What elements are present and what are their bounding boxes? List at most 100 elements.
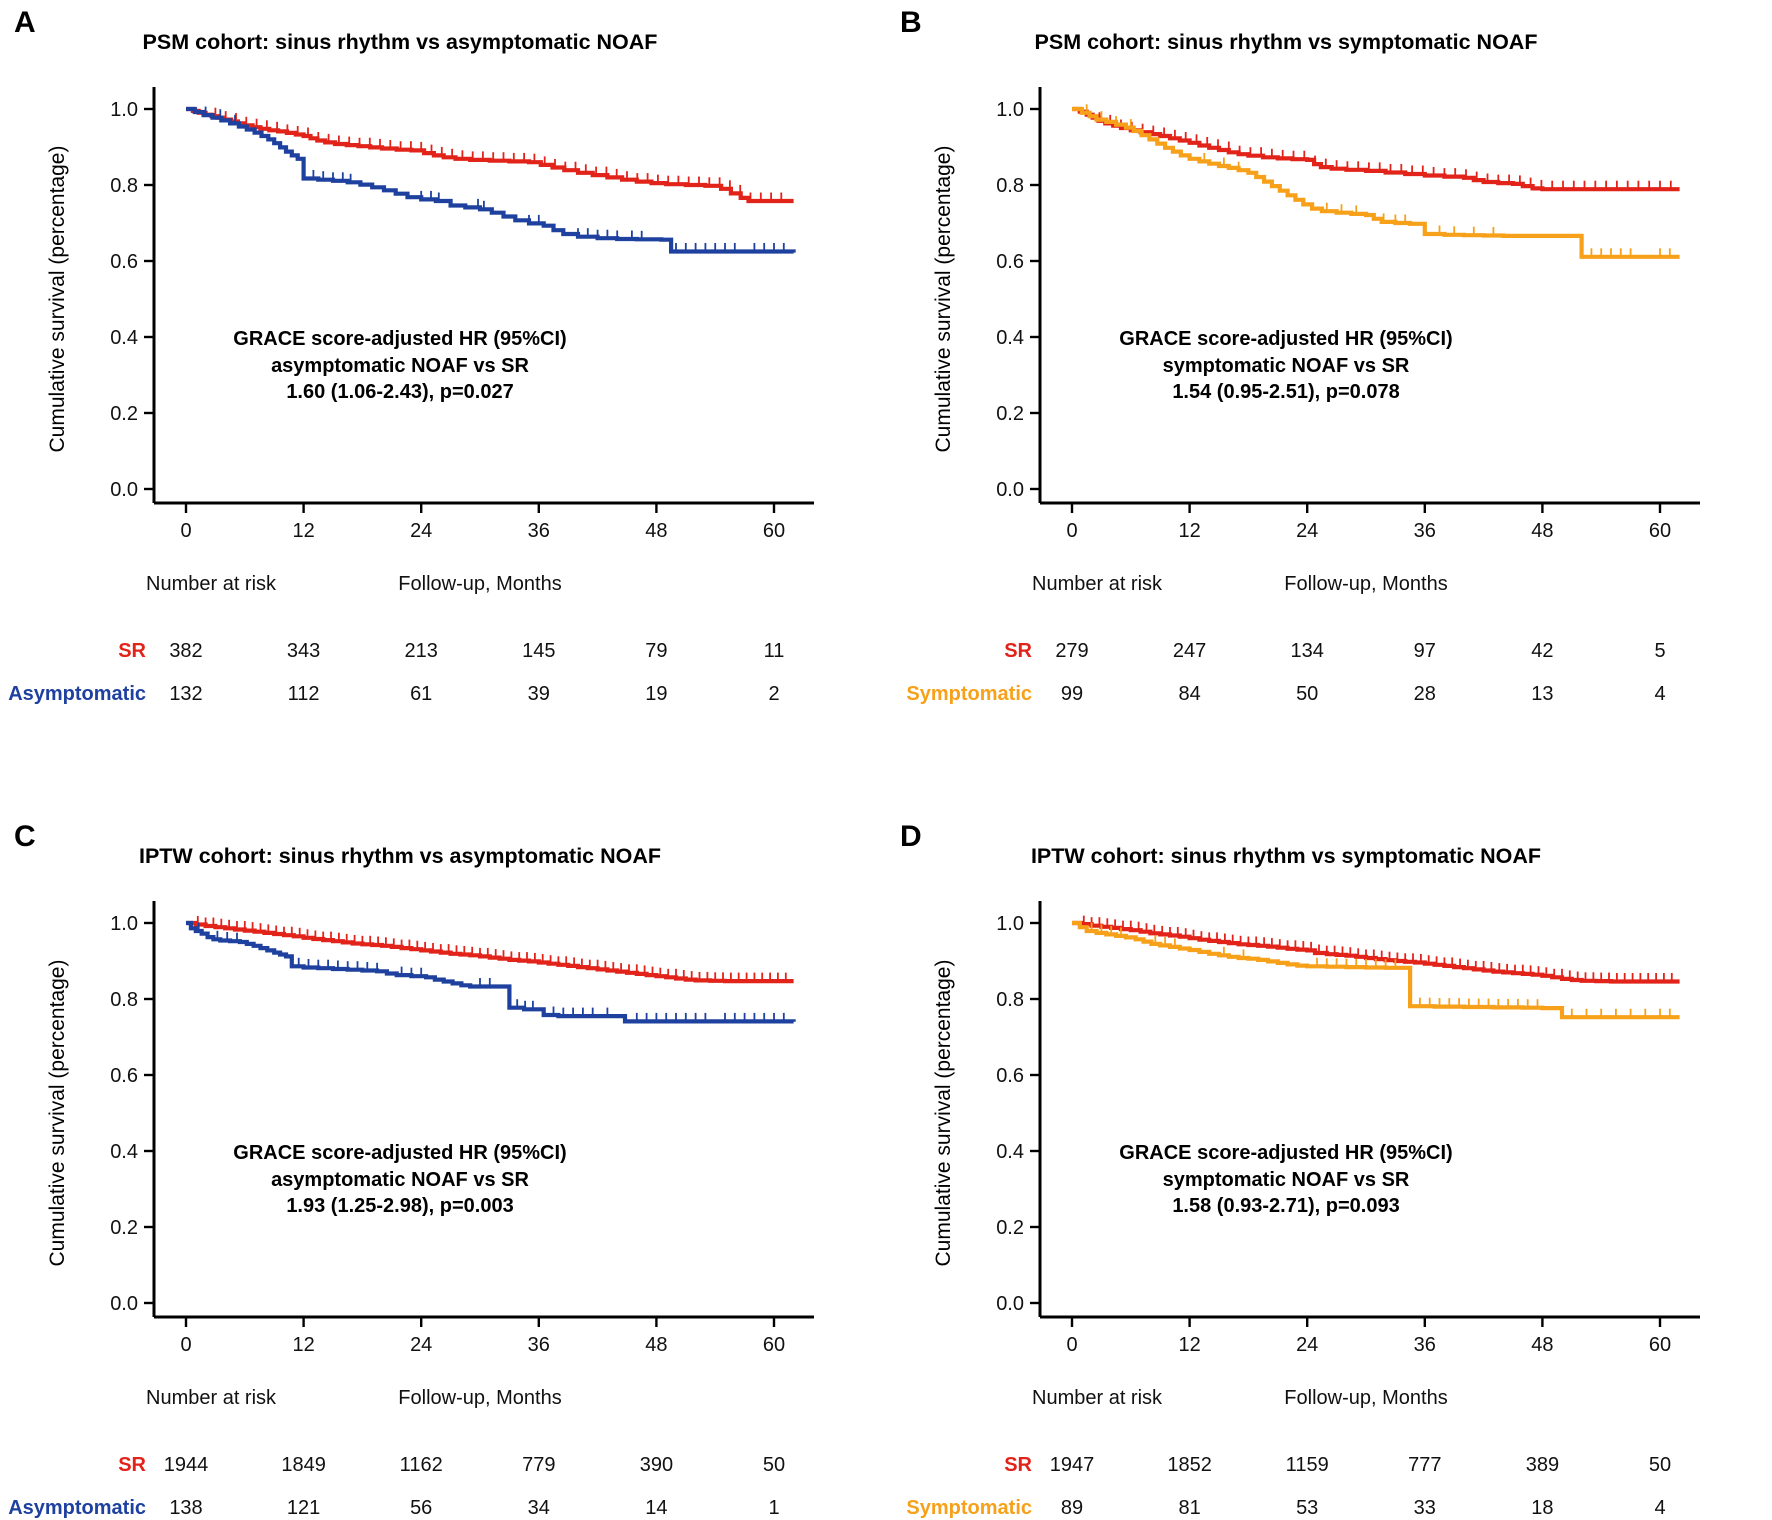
y-tick-label: 1.0 — [110, 913, 138, 935]
risk-value: 145 — [522, 640, 556, 662]
risk-value: 343 — [286, 640, 321, 662]
risk-value: 1944 — [163, 1454, 209, 1476]
x-tick-label: 36 — [1414, 1334, 1436, 1356]
y-tick-label: 0.6 — [996, 1065, 1024, 1087]
km-plot: 1.0 0.8 0.6 0.4 0.2 0.0 0 12 24 36 48 60 — [110, 87, 814, 542]
x-tick-label: 48 — [645, 520, 667, 542]
y-tick-label: 1.0 — [996, 913, 1024, 935]
risk-row-label: SR — [1004, 1454, 1032, 1476]
km-curve-sr — [1072, 106, 1680, 192]
x-tick-label: 36 — [528, 1334, 550, 1356]
risk-row-label: Symptomatic — [906, 683, 1032, 705]
panel-D: D IPTW cohort: sinus rhythm vs symptomat… — [886, 820, 1772, 1520]
annotation-line: 1.54 (0.95-2.51), p=0.078 — [1172, 381, 1400, 403]
annotation-line: GRACE score-adjusted HR (95%CI) — [1119, 328, 1453, 350]
risk-value: 1159 — [1285, 1454, 1329, 1476]
x-tick-label: 48 — [645, 1334, 667, 1356]
y-tick-label: 0.0 — [110, 479, 138, 501]
y-tick-label: 0.8 — [110, 989, 138, 1011]
panel-title: PSM cohort: sinus rhythm vs symptomatic … — [1034, 29, 1538, 54]
y-tick-label: 0.0 — [996, 479, 1024, 501]
risk-value: 81 — [1178, 1497, 1201, 1519]
annotation-line: 1.60 (1.06-2.43), p=0.027 — [286, 381, 514, 403]
x-tick-label: 12 — [1178, 1334, 1200, 1356]
risk-value: 777 — [1408, 1454, 1442, 1476]
annotation-line: 1.58 (0.93-2.71), p=0.093 — [1172, 1195, 1400, 1217]
risk-value: 134 — [1290, 640, 1324, 662]
y-axis-label: Cumulative survival (percentage) — [932, 145, 955, 453]
risk-table-header: Number at risk — [146, 573, 277, 595]
x-tick-label: 0 — [180, 520, 191, 542]
risk-value: 50 — [1296, 683, 1319, 705]
panel-title: PSM cohort: sinus rhythm vs asymptomatic… — [142, 29, 658, 54]
x-tick-label: 24 — [1296, 1334, 1318, 1356]
y-tick-label: 0.8 — [996, 175, 1024, 197]
x-tick-label: 12 — [292, 1334, 314, 1356]
x-tick-label: 0 — [180, 1334, 191, 1356]
y-tick-label: 0.4 — [996, 1141, 1024, 1163]
risk-table-header: Number at risk — [146, 1387, 277, 1409]
risk-value: 18 — [1531, 1497, 1554, 1519]
y-tick-label: 0.0 — [110, 1293, 138, 1315]
risk-value: 1947 — [1049, 1454, 1095, 1476]
risk-row-label: Asymptomatic — [8, 1497, 146, 1519]
annotation-line: GRACE score-adjusted HR (95%CI) — [233, 328, 567, 350]
y-tick-label: 1.0 — [110, 99, 138, 121]
risk-value: 213 — [404, 640, 438, 662]
panel-C: C IPTW cohort: sinus rhythm vs asymptoma… — [0, 820, 886, 1520]
risk-value: 112 — [287, 683, 320, 705]
x-tick-label: 60 — [763, 520, 785, 542]
x-tick-label: 0 — [1066, 520, 1077, 542]
x-tick-label: 12 — [292, 520, 314, 542]
risk-value: 19 — [645, 683, 668, 705]
x-tick-label: 36 — [1414, 520, 1436, 542]
hr-annotation: GRACE score-adjusted HR (95%CI) symptoma… — [1119, 326, 1452, 406]
x-axis-label: Follow-up, Months — [398, 573, 562, 595]
annotation-line: asymptomatic NOAF vs SR — [271, 354, 529, 377]
risk-value: 42 — [1531, 640, 1554, 662]
x-tick-label: 24 — [410, 1334, 432, 1356]
y-tick-label: 0.2 — [996, 403, 1024, 425]
risk-value: 132 — [169, 683, 203, 705]
annotation-line: GRACE score-adjusted HR (95%CI) — [1119, 1142, 1453, 1164]
risk-value: 382 — [169, 640, 203, 662]
panel-letter: C — [14, 820, 36, 853]
y-tick-label: 0.6 — [996, 251, 1024, 273]
risk-value: 13 — [1531, 683, 1554, 705]
risk-value: 138 — [169, 1497, 203, 1519]
risk-row-label: SR — [118, 1454, 146, 1476]
risk-value: 1849 — [281, 1454, 326, 1476]
risk-value: 53 — [1296, 1497, 1319, 1519]
risk-value: 99 — [1060, 683, 1084, 705]
annotation-line: 1.93 (1.25-2.98), p=0.003 — [286, 1195, 514, 1217]
risk-value: 50 — [762, 1454, 786, 1476]
risk-value: 56 — [410, 1497, 433, 1519]
x-tick-label: 0 — [1066, 1334, 1077, 1356]
annotation-line: symptomatic NOAF vs SR — [1162, 1168, 1410, 1191]
panel-B: B PSM cohort: sinus rhythm vs symptomati… — [886, 6, 1772, 706]
risk-value: 4 — [1654, 1497, 1666, 1519]
risk-value: 14 — [645, 1497, 668, 1519]
x-tick-label: 60 — [1649, 520, 1671, 542]
panel-A: A PSM cohort: sinus rhythm vs asymptomat… — [0, 6, 886, 706]
risk-value: 84 — [1178, 683, 1201, 705]
x-tick-label: 12 — [1178, 520, 1200, 542]
risk-value: 34 — [527, 1497, 550, 1519]
risk-value: 89 — [1060, 1497, 1084, 1519]
y-tick-label: 0.6 — [110, 1065, 138, 1087]
risk-value: 61 — [410, 683, 433, 705]
risk-value: 5 — [1654, 640, 1666, 662]
y-tick-label: 0.0 — [996, 1293, 1024, 1315]
risk-value: 1852 — [1167, 1454, 1212, 1476]
risk-value: 79 — [645, 640, 668, 662]
annotation-line: symptomatic NOAF vs SR — [1162, 354, 1410, 377]
km-curve-symptomatic — [1072, 106, 1680, 259]
risk-value: 50 — [1648, 1454, 1672, 1476]
panel-letter: B — [900, 6, 922, 39]
risk-value: 389 — [1525, 1454, 1560, 1476]
x-tick-label: 36 — [528, 520, 550, 542]
y-tick-label: 0.4 — [996, 327, 1024, 349]
risk-value: 779 — [522, 1454, 556, 1476]
annotation-line: asymptomatic NOAF vs SR — [271, 1168, 529, 1191]
x-tick-label: 60 — [1649, 1334, 1671, 1356]
